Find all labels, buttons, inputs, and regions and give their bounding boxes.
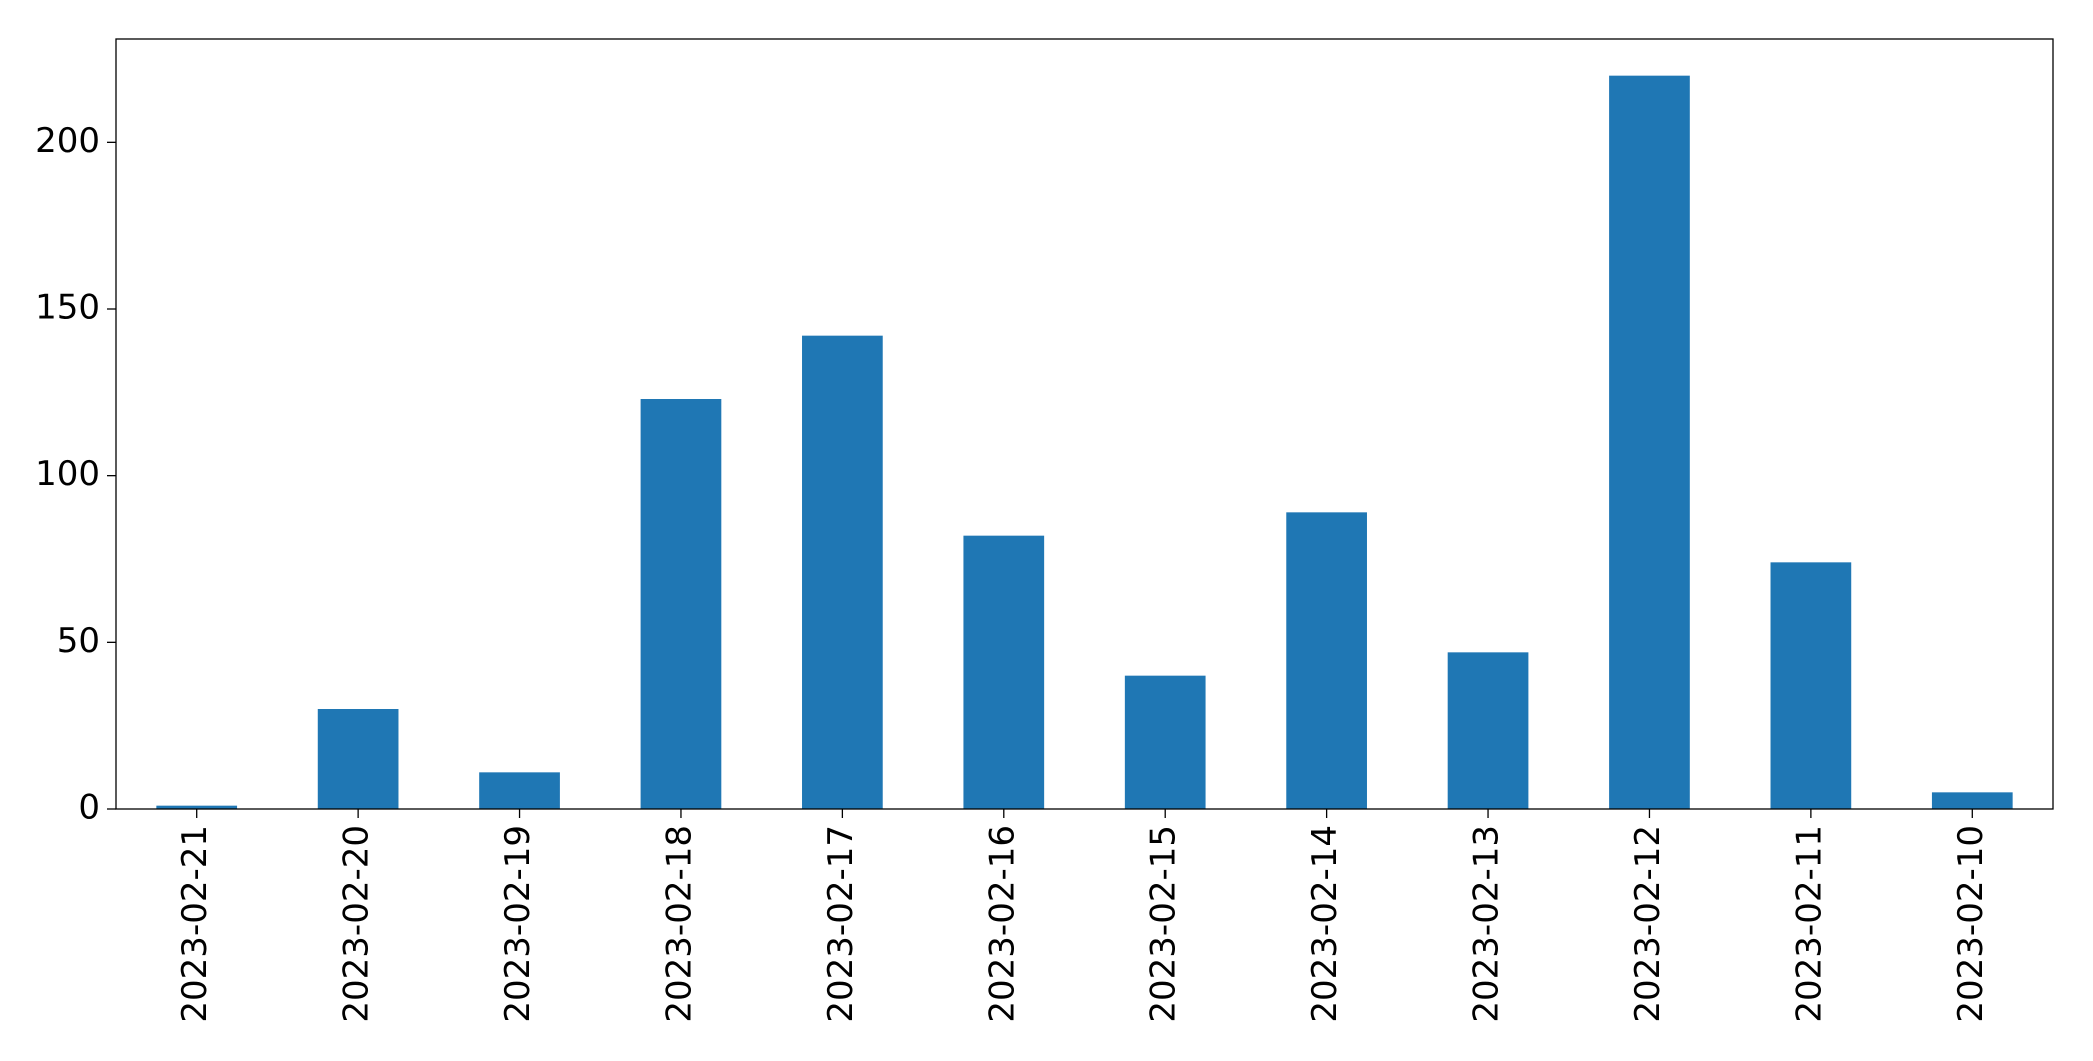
- y-tick-label: 150: [35, 288, 100, 328]
- x-tick-label: 2023-02-14: [1305, 825, 1345, 1023]
- bar: [1770, 562, 1852, 809]
- x-tick-label: 2023-02-16: [982, 825, 1022, 1023]
- bar: [1609, 75, 1690, 809]
- y-tick-label: 200: [35, 121, 100, 161]
- y-tick-label: 50: [57, 621, 100, 661]
- y-tick-label: 0: [78, 788, 100, 828]
- x-tick-label: 2023-02-10: [1951, 825, 1991, 1023]
- x-tick-label: 2023-02-20: [337, 825, 377, 1023]
- plot-frame: [115, 38, 2054, 810]
- x-tick-label: 2023-02-15: [1144, 825, 1184, 1023]
- bar: [1124, 675, 1206, 809]
- x-tick-label: 2023-02-21: [175, 825, 215, 1023]
- bar: [802, 335, 883, 809]
- bar: [1931, 792, 2013, 809]
- x-tick-label: 2023-02-12: [1628, 825, 1668, 1023]
- x-tick-label: 2023-02-19: [498, 825, 538, 1023]
- y-tick-label: 100: [35, 454, 100, 494]
- bar: [1447, 652, 1529, 809]
- bar: [1286, 512, 1367, 809]
- x-tick-label: 2023-02-18: [659, 825, 699, 1023]
- bar: [156, 805, 238, 809]
- x-tick-label: 2023-02-13: [1467, 825, 1507, 1023]
- x-tick-label: 2023-02-11: [1789, 825, 1829, 1023]
- bar: [640, 399, 722, 809]
- bar: [963, 535, 1045, 809]
- x-tick-label: 2023-02-17: [821, 825, 861, 1023]
- bar: [479, 772, 560, 809]
- bar: [317, 709, 399, 809]
